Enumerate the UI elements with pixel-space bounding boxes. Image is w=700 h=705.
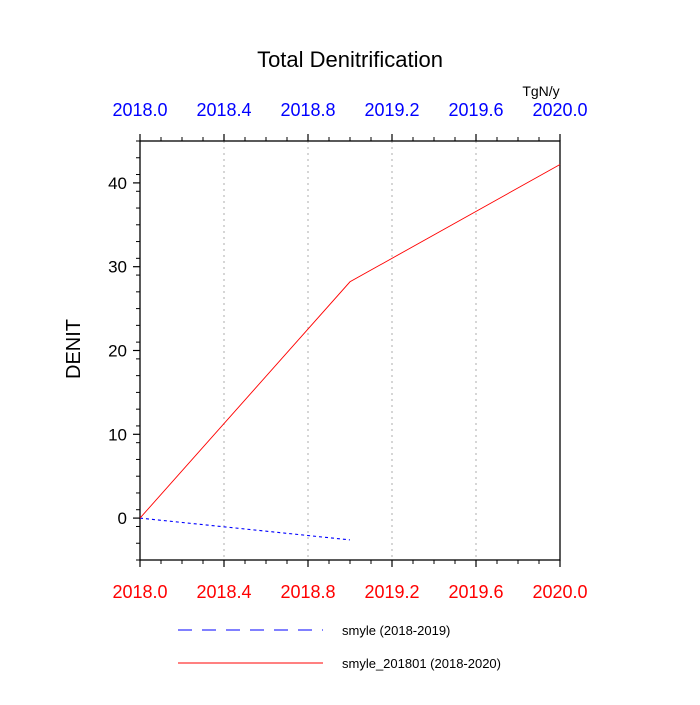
y-tick-label: 20 xyxy=(108,342,127,361)
x-tick-label-bottom: 2019.2 xyxy=(364,582,419,602)
x-tick-label-top: 2018.8 xyxy=(280,100,335,120)
units-label: TgN/y xyxy=(522,83,559,99)
y-tick-label: 10 xyxy=(108,425,127,444)
x-tick-label-top: 2019.6 xyxy=(448,100,503,120)
x-tick-label-top: 2018.4 xyxy=(196,100,251,120)
legend: smyle (2018-2019) smyle_201801 (2018-2020… xyxy=(178,623,501,671)
axis-layer: 2018.0 2018.0 2018.4 2018.4 2018.8 2018.8 2019… xyxy=(108,100,587,602)
x-tick-label-top: 2019.2 xyxy=(364,100,419,120)
chart-title: Total Denitrification xyxy=(257,47,443,72)
legend-label-1: smyle (2018-2019) xyxy=(342,623,450,638)
x-tick-label-top: 2018.0 xyxy=(112,100,167,120)
x-tick-label-bottom: 2018.0 xyxy=(112,582,167,602)
y-axis-label: DENIT xyxy=(63,319,85,379)
series-line-1 xyxy=(139,517,351,541)
series-line-2 xyxy=(139,164,561,519)
plot-frame xyxy=(139,140,561,561)
x-tick-label-bottom: 2018.8 xyxy=(280,582,335,602)
x-tick-label-bottom: 2020.0 xyxy=(532,582,587,602)
x-tick-label-bottom: 2019.6 xyxy=(448,582,503,602)
y-tick-label: 30 xyxy=(108,258,127,277)
y-tick-label: 40 xyxy=(108,174,127,193)
series-layer xyxy=(139,164,561,541)
legend-label-2: smyle_201801 (2018-2020) xyxy=(342,656,501,671)
grid-layer xyxy=(223,141,477,560)
x-tick-label-top: 2020.0 xyxy=(532,100,587,120)
y-tick-label: 0 xyxy=(118,509,127,528)
x-tick-label-bottom: 2018.4 xyxy=(196,582,251,602)
